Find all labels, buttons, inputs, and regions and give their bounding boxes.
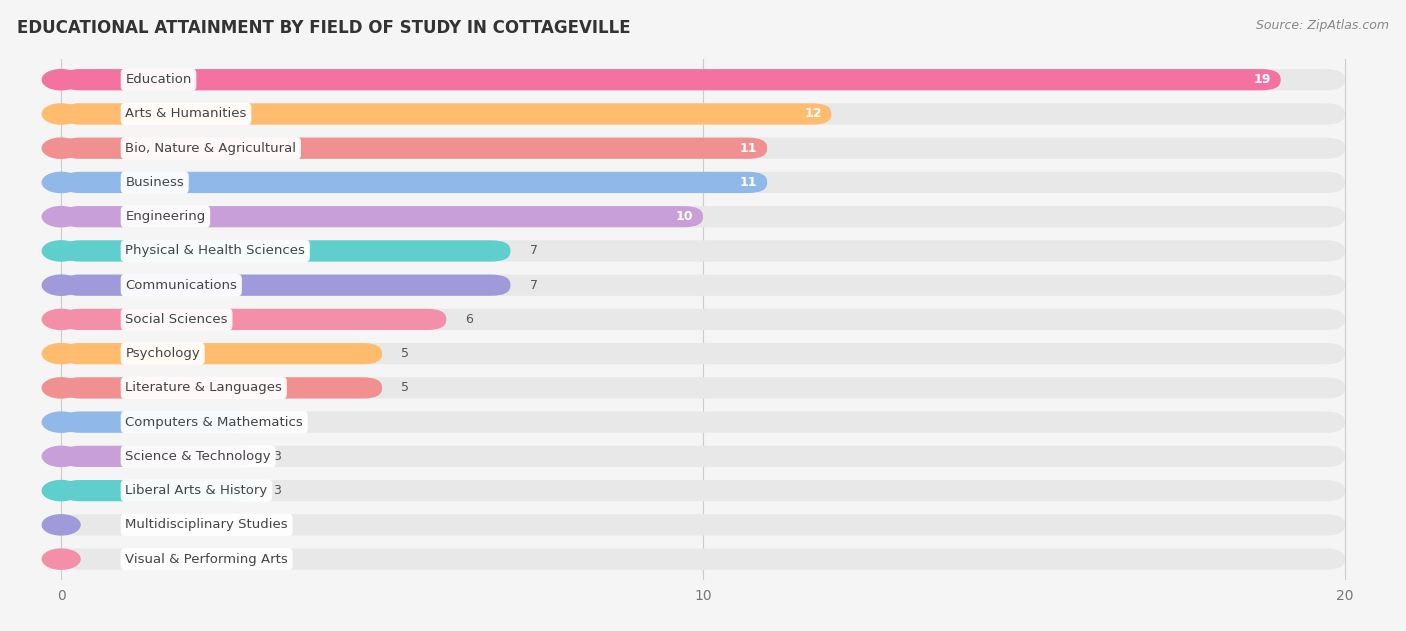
Text: 7: 7 — [530, 279, 537, 292]
FancyBboxPatch shape — [60, 445, 253, 467]
Circle shape — [42, 515, 80, 535]
FancyBboxPatch shape — [60, 343, 382, 364]
FancyBboxPatch shape — [60, 274, 510, 296]
Text: 12: 12 — [804, 107, 821, 121]
FancyBboxPatch shape — [60, 548, 1346, 570]
Text: Social Sciences: Social Sciences — [125, 313, 228, 326]
Text: Bio, Nature & Agricultural: Bio, Nature & Agricultural — [125, 142, 297, 155]
Circle shape — [42, 206, 80, 227]
FancyBboxPatch shape — [60, 103, 831, 124]
Circle shape — [42, 378, 80, 398]
Text: 11: 11 — [740, 142, 758, 155]
FancyBboxPatch shape — [60, 309, 446, 330]
FancyBboxPatch shape — [60, 138, 768, 159]
FancyBboxPatch shape — [60, 480, 1346, 501]
Circle shape — [42, 446, 80, 466]
Text: Source: ZipAtlas.com: Source: ZipAtlas.com — [1256, 19, 1389, 32]
FancyBboxPatch shape — [60, 240, 1346, 261]
Circle shape — [42, 309, 80, 329]
Text: 3: 3 — [273, 484, 281, 497]
Circle shape — [42, 172, 80, 192]
FancyBboxPatch shape — [60, 206, 1346, 227]
Text: Arts & Humanities: Arts & Humanities — [125, 107, 246, 121]
FancyBboxPatch shape — [60, 69, 1346, 90]
FancyBboxPatch shape — [60, 343, 1346, 364]
FancyBboxPatch shape — [60, 411, 1346, 433]
FancyBboxPatch shape — [60, 274, 1346, 296]
Text: Science & Technology: Science & Technology — [125, 450, 271, 463]
FancyBboxPatch shape — [60, 240, 510, 261]
Text: EDUCATIONAL ATTAINMENT BY FIELD OF STUDY IN COTTAGEVILLE: EDUCATIONAL ATTAINMENT BY FIELD OF STUDY… — [17, 19, 630, 37]
Text: Liberal Arts & History: Liberal Arts & History — [125, 484, 267, 497]
Text: Visual & Performing Arts: Visual & Performing Arts — [125, 553, 288, 565]
FancyBboxPatch shape — [60, 514, 1346, 536]
Text: Engineering: Engineering — [125, 210, 205, 223]
Text: Literature & Languages: Literature & Languages — [125, 381, 283, 394]
FancyBboxPatch shape — [60, 309, 1346, 330]
Circle shape — [42, 138, 80, 158]
Text: Psychology: Psychology — [125, 347, 200, 360]
FancyBboxPatch shape — [60, 172, 768, 193]
Text: Multidisciplinary Studies: Multidisciplinary Studies — [125, 519, 288, 531]
Circle shape — [42, 481, 80, 501]
Text: 5: 5 — [401, 381, 409, 394]
Text: 6: 6 — [465, 313, 474, 326]
FancyBboxPatch shape — [60, 480, 253, 501]
Text: Communications: Communications — [125, 279, 238, 292]
Text: Computers & Mathematics: Computers & Mathematics — [125, 416, 304, 428]
Text: Business: Business — [125, 176, 184, 189]
Circle shape — [42, 241, 80, 261]
Text: 10: 10 — [676, 210, 693, 223]
Text: 3: 3 — [273, 416, 281, 428]
Text: 3: 3 — [273, 450, 281, 463]
FancyBboxPatch shape — [60, 69, 1281, 90]
Text: 0: 0 — [240, 519, 249, 531]
FancyBboxPatch shape — [60, 138, 1346, 159]
Text: 19: 19 — [1254, 73, 1271, 86]
Circle shape — [42, 412, 80, 432]
Text: Education: Education — [125, 73, 191, 86]
FancyBboxPatch shape — [60, 103, 1346, 124]
Text: 11: 11 — [740, 176, 758, 189]
Text: 5: 5 — [401, 347, 409, 360]
Circle shape — [42, 549, 80, 569]
Circle shape — [42, 275, 80, 295]
FancyBboxPatch shape — [60, 206, 703, 227]
Circle shape — [42, 69, 80, 90]
Circle shape — [42, 343, 80, 363]
Text: 7: 7 — [530, 244, 537, 257]
FancyBboxPatch shape — [60, 172, 1346, 193]
Text: 0: 0 — [240, 553, 249, 565]
Text: Physical & Health Sciences: Physical & Health Sciences — [125, 244, 305, 257]
Circle shape — [42, 104, 80, 124]
FancyBboxPatch shape — [60, 445, 1346, 467]
FancyBboxPatch shape — [60, 377, 382, 399]
FancyBboxPatch shape — [60, 411, 253, 433]
FancyBboxPatch shape — [60, 377, 1346, 399]
